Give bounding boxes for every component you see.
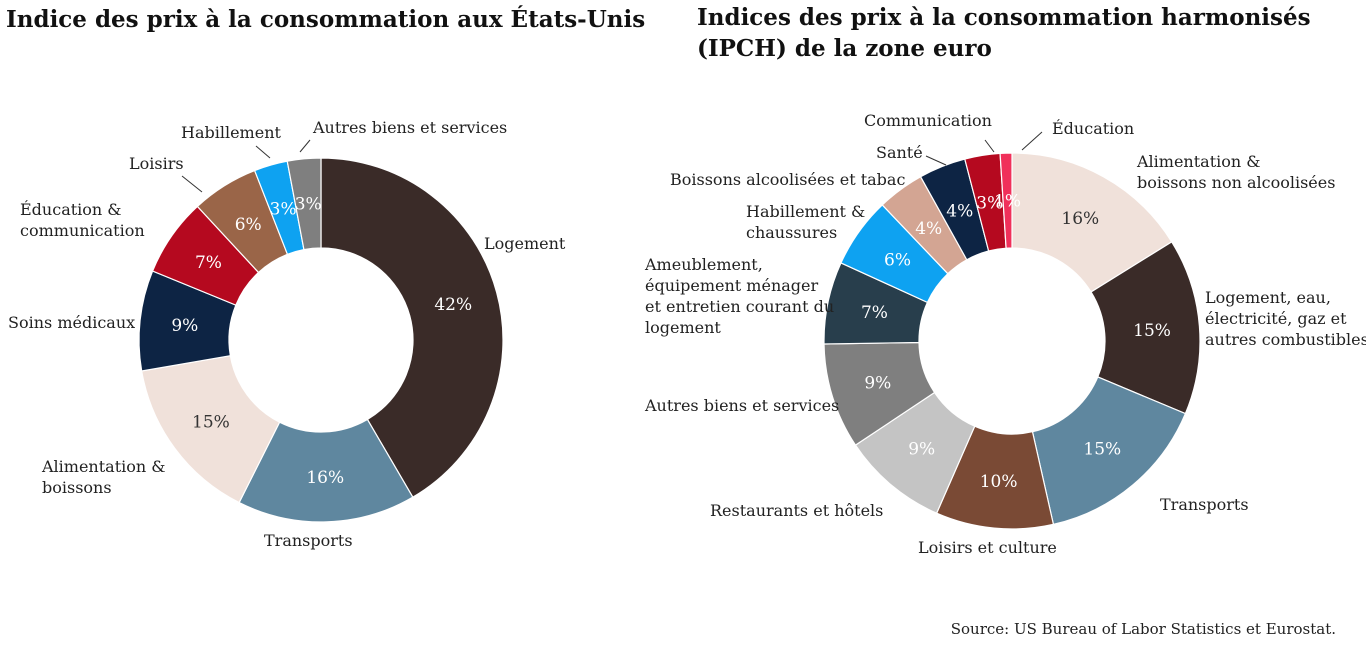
category-labels: Logement Transports Alimentation & boissons… bbox=[8, 118, 566, 550]
category-labels: Alimentation & boissons non alcoolisées Lo… bbox=[644, 111, 1366, 557]
category-label-education: Éducation bbox=[1052, 118, 1134, 138]
slices bbox=[138, 157, 504, 523]
value-label-habillement: 3% bbox=[270, 199, 297, 219]
category-label-autres-biens-et-services: Autres biens et services bbox=[312, 118, 507, 137]
value-label-sante: 4% bbox=[946, 202, 973, 222]
category-label-loisirs-et-culture: Loisirs et culture bbox=[918, 538, 1057, 557]
leader-line-loisirs bbox=[181, 175, 203, 193]
value-label-logement: 42% bbox=[434, 295, 472, 315]
leader-line-autres-biens-et-services bbox=[299, 139, 311, 153]
value-label-education-communication: 7% bbox=[195, 253, 222, 273]
category-label-boissons-alcoolisees-et-tabac: Boissons alcoolisées et tabac bbox=[670, 170, 905, 189]
category-label-logement: Logement bbox=[484, 234, 566, 253]
value-label-transports: 15% bbox=[1083, 440, 1121, 460]
chart-title-eu: Indices des prix à la consommation harmo… bbox=[697, 4, 1311, 62]
leader-line-sante bbox=[925, 155, 947, 166]
category-label-alimentation-boissons: Alimentation & boissons bbox=[41, 457, 166, 497]
category-label-alimentation-boissons-non-alcoolisees: Alimentation & boissons non alcoolisées bbox=[1136, 152, 1335, 192]
slice-autres-biens-et-services bbox=[286, 157, 322, 251]
slice-alimentation-boissons-non-alcoolisees bbox=[1011, 152, 1173, 293]
value-labels: 16%15%15%10%9%9%7%6%4%4% 3%1% bbox=[861, 192, 1171, 492]
slices bbox=[823, 152, 1201, 530]
value-label-autres-biens-et-services: 9% bbox=[864, 374, 891, 394]
category-label-education-communication: Éducation & communication bbox=[20, 199, 145, 240]
value-label-loisirs: 6% bbox=[235, 215, 262, 235]
category-label-habillement-chaussures: Habillement & chaussures bbox=[746, 202, 865, 242]
category-label-transports: Transports bbox=[264, 531, 353, 550]
leader-line-communication bbox=[984, 139, 995, 153]
value-label-restaurants-et-hotels: 9% bbox=[908, 440, 935, 460]
value-label-transports: 16% bbox=[306, 468, 344, 488]
slice-education bbox=[999, 152, 1013, 249]
category-label-soins-medicaux: Soins médicaux bbox=[8, 313, 135, 332]
category-label-habillement: Habillement bbox=[181, 123, 282, 142]
value-label-boissons-alcoolisees-et-tabac: 4% bbox=[915, 219, 942, 239]
source-note: Source: US Bureau of Labor Statistics et… bbox=[950, 620, 1336, 638]
leader-line-education bbox=[1021, 131, 1043, 151]
value-label-ameublement-equipement-menager-et-entretien-courant-du-logement: 7% bbox=[861, 303, 888, 323]
category-label-ameublement-equipement-menager-et-entretien-courant-du-logement: Ameublement, équipement ménager et entreti… bbox=[644, 255, 834, 337]
value-label-communication: 3% bbox=[976, 193, 1003, 213]
category-label-loisirs: Loisirs bbox=[129, 154, 184, 173]
slice-alimentation-boissons bbox=[140, 354, 281, 504]
value-label-autres-biens-et-services: 3% bbox=[295, 195, 322, 215]
category-label-sante: Santé bbox=[876, 143, 923, 162]
value-label-alimentation-boissons: 15% bbox=[192, 413, 230, 433]
value-label-logement-eau-electricite-gaz-et-autres-combustibles: 15% bbox=[1133, 321, 1171, 341]
category-label-logement-eau-electricite-gaz-et-autres-combustibles: Logement, eau, électricité, gaz et autres … bbox=[1205, 288, 1366, 349]
value-labels: 42% 16% 15% 9% 7% 6% 3%3% bbox=[171, 195, 472, 488]
chart-title-us: Indice des prix à la consommation aux Ét… bbox=[6, 6, 646, 33]
value-label-education: 1% bbox=[994, 192, 1021, 212]
leader-line-habillement bbox=[255, 145, 271, 159]
category-label-transports: Transports bbox=[1160, 495, 1249, 514]
value-label-habillement-chaussures: 6% bbox=[884, 251, 911, 271]
value-label-soins-medicaux: 9% bbox=[171, 316, 198, 336]
value-label-loisirs-et-culture: 10% bbox=[980, 472, 1018, 492]
category-label-restaurants-et-hotels: Restaurants et hôtels bbox=[710, 501, 883, 520]
category-label-autres-biens-et-services: Autres biens et services bbox=[644, 396, 839, 415]
value-label-alimentation-boissons-non-alcoolisees: 16% bbox=[1061, 209, 1099, 229]
slice-logement bbox=[320, 157, 504, 498]
slice-transports bbox=[238, 418, 414, 523]
category-label-communication: Communication bbox=[864, 111, 992, 130]
